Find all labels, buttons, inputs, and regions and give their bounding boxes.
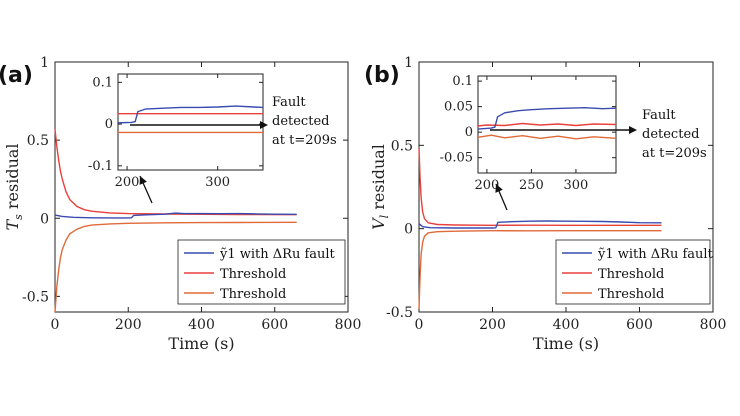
- series-line-2: [54, 221, 297, 313]
- y-axis-label-sub: s: [12, 214, 25, 220]
- inset-y-tick-label: 0: [465, 125, 473, 140]
- y-axis-label-main: V: [369, 217, 388, 230]
- legend: ỹ1 with ΔRu fault Threshold Threshold: [555, 239, 714, 305]
- inset-x-tick-label: 300: [205, 175, 230, 190]
- y-axis-label-rest: residual: [369, 144, 388, 215]
- y-tick-label: -0.5: [386, 305, 413, 321]
- inset-x-tick-label: 200: [115, 175, 140, 190]
- inset-series-line-0: [117, 105, 264, 124]
- x-tick-label: 400: [188, 317, 215, 333]
- inset-x-tick-label: 250: [519, 178, 544, 193]
- annotation-line: at t=209s: [642, 146, 707, 161]
- legend-entry: Threshold: [598, 287, 664, 302]
- y-axis-label-rest: residual: [3, 143, 22, 214]
- x-axis-label: Time (s): [533, 334, 599, 353]
- x-tick-label: 400: [553, 317, 580, 333]
- y-tick-label: 1: [404, 55, 413, 71]
- inset-area: [117, 73, 264, 171]
- annotation-line: Fault: [642, 108, 676, 123]
- y-tick-label: 0.5: [27, 133, 49, 149]
- series-line-2: [418, 229, 662, 309]
- y-axis-label: Vl residual: [369, 144, 391, 230]
- arrow-head-icon: [495, 184, 503, 193]
- annotation-line: Fault: [272, 95, 306, 110]
- inset-series-line-0: [477, 106, 617, 130]
- x-tick-label: 0: [51, 317, 60, 333]
- inset: 200 250 300 -0.05 0 0.05 0.1: [440, 74, 617, 193]
- inset-y-tick-label: -0.05: [440, 151, 473, 166]
- x-tick-label: 600: [626, 317, 653, 333]
- inset: 200 300 -0.1 0 0.1: [88, 73, 264, 190]
- y-axis-label-main: T: [3, 219, 22, 231]
- legend: ỹ1 with ΔRu fault Threshold Threshold: [177, 239, 346, 305]
- series-line-0: [418, 220, 662, 229]
- x-tick-label: 200: [479, 317, 506, 333]
- legend-entry: Threshold: [220, 287, 286, 302]
- arrow-head-icon: [629, 126, 637, 134]
- inset-x-tick-label: 200: [474, 178, 499, 193]
- inset-y-tick-label: 0: [105, 117, 113, 132]
- x-tick-label: 200: [115, 317, 142, 333]
- annotation-line: at t=209s: [272, 133, 337, 148]
- legend-entry: Threshold: [220, 267, 286, 282]
- legend-entry: Threshold: [598, 267, 664, 282]
- x-tick-label: 600: [261, 317, 288, 333]
- series-line-1: [418, 148, 662, 227]
- y-tick-label: 0: [404, 222, 413, 238]
- y-tick-label: 1: [40, 55, 49, 71]
- y-tick-label: -0.5: [22, 289, 49, 305]
- inset-y-tick-label: 0.1: [452, 74, 473, 89]
- panel-label: (b): [364, 63, 400, 88]
- inset-series-line-2: [477, 134, 617, 140]
- y-tick-label: 0.5: [391, 138, 413, 154]
- y-axis-label: Ts residual: [3, 143, 25, 230]
- x-tick-label: 800: [700, 317, 727, 333]
- panel-label: (a): [0, 63, 33, 88]
- legend-entry: ỹ1 with ΔRu fault: [597, 247, 714, 262]
- inset-x-tick-label: 300: [564, 178, 589, 193]
- annotation-line: detected: [272, 114, 329, 129]
- inset-y-tick-label: -0.1: [88, 159, 113, 174]
- x-tick-label: 0: [415, 317, 424, 333]
- inset-series-line-1: [477, 122, 617, 127]
- y-tick-label: 0: [40, 211, 49, 227]
- annotation-line: detected: [642, 127, 699, 142]
- arrow-head-icon: [260, 121, 268, 129]
- series-line-0: [54, 212, 297, 219]
- legend-entry: ỹ1 with ΔRu fault: [219, 247, 336, 262]
- arrow-head-icon: [139, 176, 147, 185]
- y-axis-label-sub: l: [378, 214, 391, 218]
- x-tick-label: 800: [335, 317, 362, 333]
- inset-y-tick-label: 0.1: [92, 75, 113, 90]
- inset-y-tick-label: 0.05: [444, 100, 473, 115]
- x-axis-label: Time (s): [168, 334, 234, 353]
